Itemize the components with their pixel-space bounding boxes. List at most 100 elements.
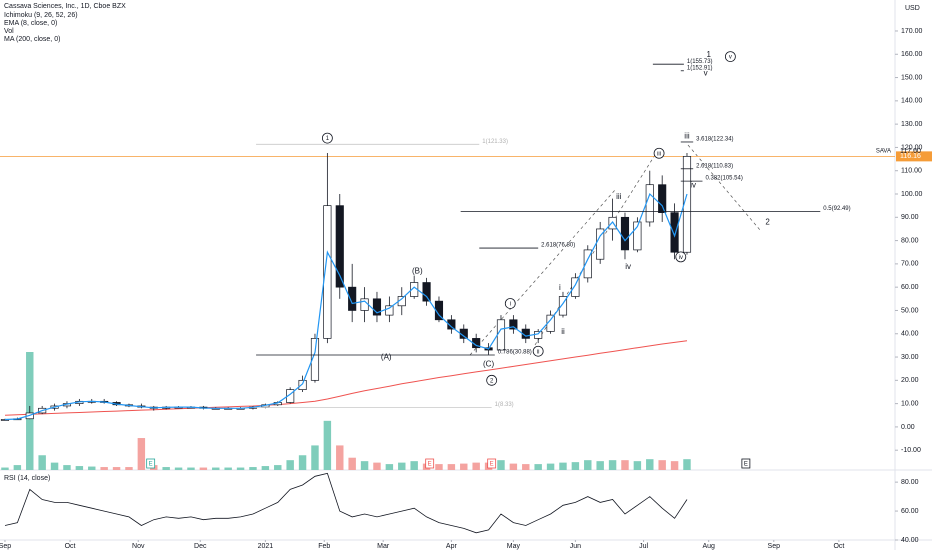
volume-bar — [13, 465, 22, 470]
volume-bar — [670, 461, 679, 470]
x-tick-label: Nov — [132, 543, 145, 550]
volume-bar — [571, 462, 580, 470]
volume-bar — [50, 462, 59, 470]
last-price-box — [896, 151, 932, 162]
y-tick-label: 60.00 — [901, 284, 919, 291]
candle-body — [348, 286, 357, 311]
y-tick-label: 70.00 — [901, 261, 919, 268]
volume-bar — [683, 459, 691, 470]
volume-bar — [1, 467, 9, 470]
volume-bar — [646, 459, 654, 470]
volume-bar — [311, 445, 319, 470]
indicator-label: MA (200, close, 0) — [4, 36, 60, 43]
volume-bar — [435, 464, 443, 470]
y-tick-label: 100.00 — [901, 191, 923, 198]
candle-body — [372, 298, 382, 316]
wave-label: iv — [690, 180, 696, 189]
volume-bar — [497, 460, 505, 470]
indicator-label: EMA (8, close, 0) — [4, 20, 57, 27]
candle-body — [658, 184, 667, 213]
candle-body — [310, 338, 320, 381]
candle-body — [571, 277, 580, 297]
candle-body — [298, 379, 307, 390]
volume-bar — [100, 467, 108, 470]
wave-label: 1 — [706, 50, 711, 59]
candle-body — [385, 305, 394, 316]
y-tick-label: 30.00 — [901, 354, 919, 361]
rsi-tick-label: 40.00 — [901, 537, 919, 544]
volume-bar — [261, 466, 270, 470]
event-box — [425, 458, 435, 469]
volume-bar — [398, 462, 406, 470]
x-tick-label: Jun — [570, 543, 581, 550]
wave-circle — [532, 345, 544, 357]
wave-circle — [724, 51, 736, 62]
ema-line — [4, 192, 688, 421]
x-tick-label: Oct — [833, 543, 844, 550]
x-tick-label: Feb — [318, 543, 330, 550]
wave-label: ii — [537, 349, 540, 355]
x-tick-label: Apr — [446, 543, 458, 550]
event-label: E — [744, 462, 748, 468]
y-tick-label: 80.00 — [901, 237, 919, 244]
chart-title: Cassava Sciences, Inc., 1D, Cboe BZX — [4, 3, 126, 10]
volume-bar — [249, 467, 257, 470]
wave-label: iv — [679, 255, 683, 261]
ticker-label: SAVA — [876, 149, 891, 155]
wave-label: i — [559, 283, 561, 292]
wave-circle — [321, 132, 333, 144]
wave-label: iii — [616, 192, 622, 201]
fib-label: 2.618(76.80) — [541, 243, 575, 249]
volume-bar — [360, 461, 369, 470]
volume-bar — [323, 420, 332, 470]
wave-label: iii — [684, 131, 690, 140]
event-label: E — [490, 462, 494, 468]
wave-circle — [504, 298, 516, 309]
x-tick-label: Oct — [65, 543, 76, 550]
fib-label: 2.618(110.83) — [696, 163, 733, 169]
wave-label: ii — [561, 327, 565, 336]
x-tick-label: Dec — [194, 543, 207, 550]
wave-label: 2 — [765, 218, 770, 227]
rsi-label: RSI (14, close) — [4, 475, 50, 482]
wave-circle — [675, 251, 687, 263]
fib-label: 0.382(105.54) — [705, 176, 742, 182]
currency: USD — [905, 5, 920, 12]
volume-bar — [410, 461, 418, 470]
volume-bar — [38, 455, 46, 470]
indicator-label: Vol — [4, 28, 14, 35]
wave-label: iii — [657, 151, 661, 157]
volume-bar — [75, 466, 84, 470]
candle-body — [509, 319, 518, 330]
wave-label: (A) — [381, 353, 392, 362]
fib-label: 1(8.33) — [495, 402, 514, 408]
wave-label: 1 — [326, 136, 330, 142]
candle-body — [323, 205, 332, 339]
fib-label: 1(155.73) — [687, 59, 713, 65]
wave-circle — [486, 374, 498, 386]
wave-label: v — [704, 69, 708, 78]
volume-bar — [509, 463, 518, 470]
volume-bar — [584, 460, 592, 470]
candle-body — [335, 205, 344, 288]
volume-bar — [298, 455, 307, 470]
volume-bar — [373, 462, 381, 470]
event-box — [146, 458, 156, 469]
fib-label: 1(152.91) — [687, 65, 713, 71]
x-tick-label: Sep — [768, 543, 781, 550]
candle-body — [0, 419, 10, 421]
volume-bar — [546, 463, 555, 470]
volume-bar — [447, 464, 456, 470]
channel-line — [687, 144, 761, 231]
y-tick-label: 120.00 — [901, 144, 923, 151]
rsi-tick-label: 80.00 — [901, 479, 919, 486]
y-tick-label: 160.00 — [901, 51, 923, 58]
volume-bar — [621, 460, 629, 470]
volume-bar — [162, 467, 170, 470]
high-price-label: 117.60 — [900, 148, 921, 155]
y-tick-label: 50.00 — [901, 307, 919, 314]
rsi-tick-label: 60.00 — [901, 508, 919, 515]
volume-bar — [286, 460, 294, 470]
